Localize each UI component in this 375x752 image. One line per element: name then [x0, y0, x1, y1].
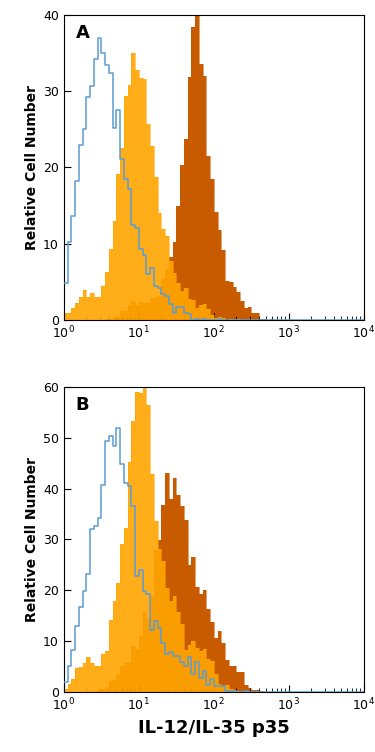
Text: B: B	[76, 396, 89, 414]
Text: A: A	[76, 24, 90, 42]
X-axis label: IL-12/IL-35 p35: IL-12/IL-35 p35	[138, 719, 290, 737]
Y-axis label: Relative Cell Number: Relative Cell Number	[25, 85, 39, 250]
Y-axis label: Relative Cell Number: Relative Cell Number	[25, 457, 39, 622]
